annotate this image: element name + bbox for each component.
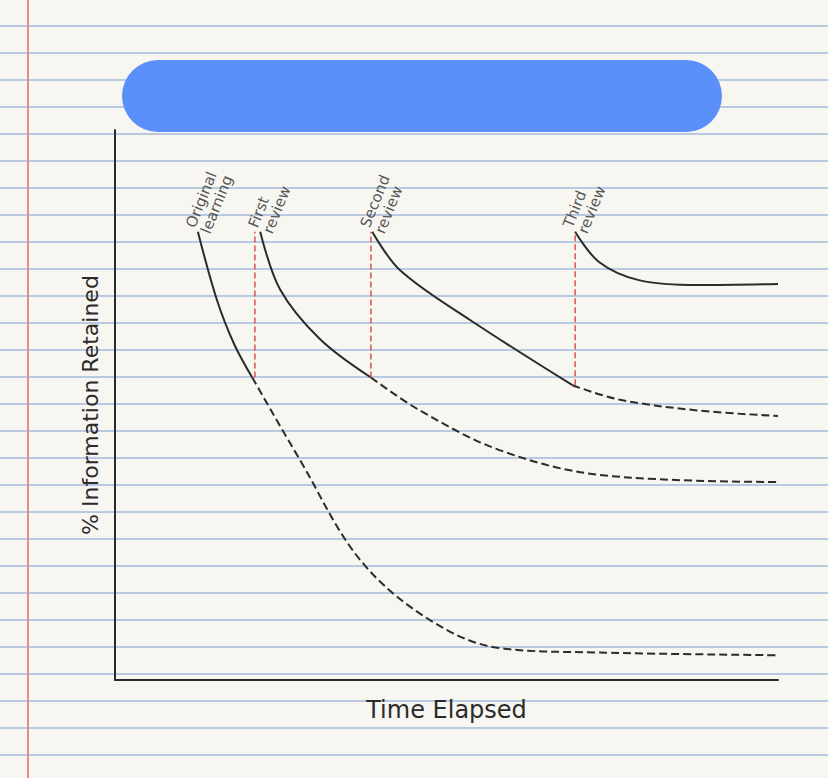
svg-text:Original: Original (182, 169, 221, 231)
svg-text:review: review (371, 183, 406, 236)
svg-text:review: review (259, 183, 294, 236)
svg-text:First: First (244, 194, 273, 231)
svg-text:Third: Third (559, 187, 591, 231)
svg-text:learning: learning (197, 173, 237, 236)
svg-text:Time Elapsed: Time Elapsed (365, 696, 527, 724)
svg-text:review: review (574, 183, 609, 236)
svg-text:% Information Retained: % Information Retained (78, 275, 103, 535)
svg-text:Second: Second (356, 172, 394, 231)
